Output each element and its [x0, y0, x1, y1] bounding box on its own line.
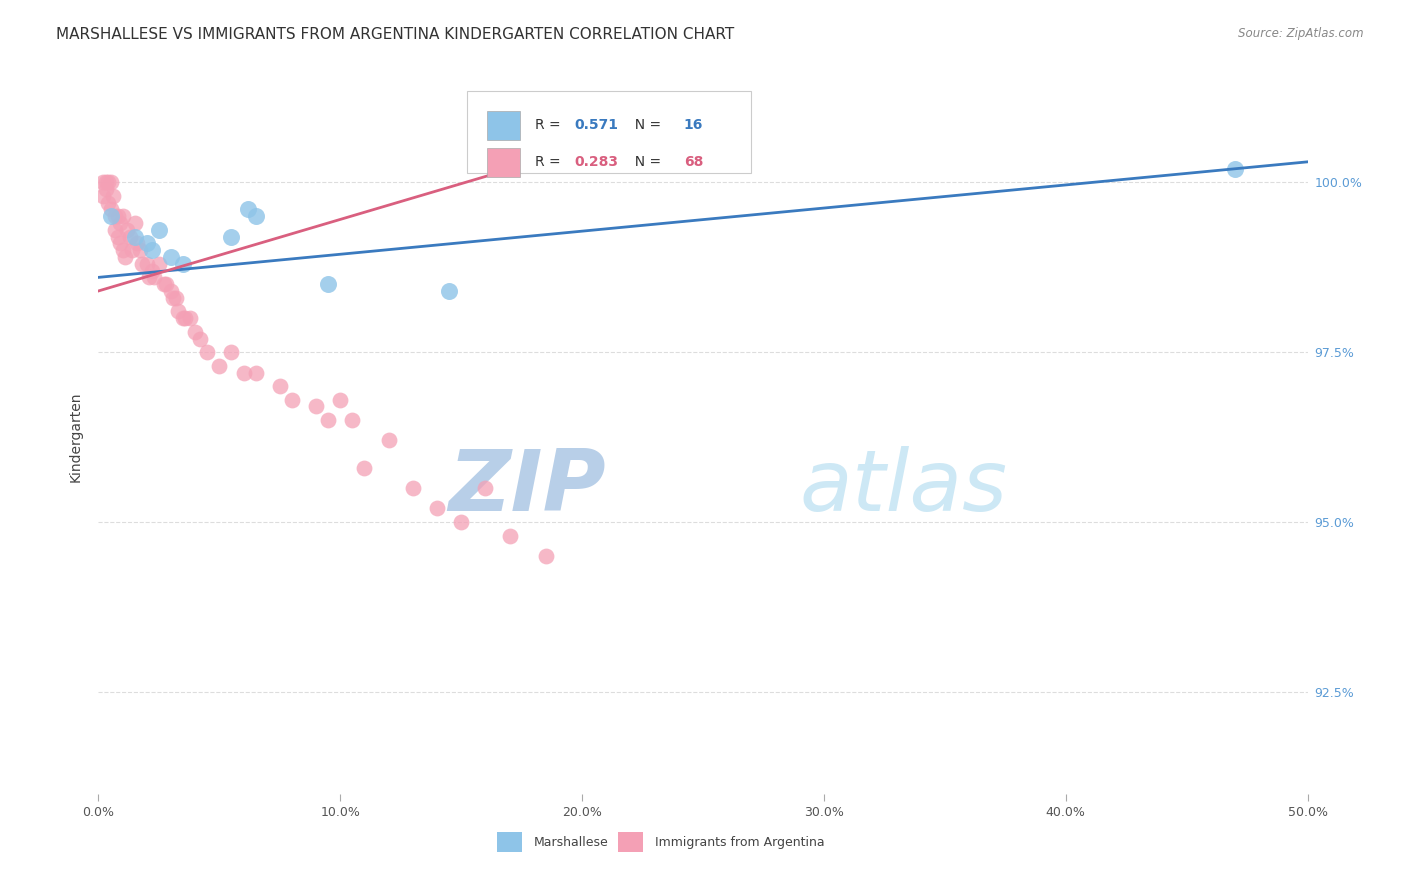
- Point: [100, 175, 122, 189]
- Point: [128, 243, 150, 257]
- Point: [208, 359, 231, 373]
- Point: [402, 481, 425, 495]
- Point: [162, 291, 184, 305]
- FancyBboxPatch shape: [498, 832, 522, 853]
- Point: [100, 202, 122, 217]
- Point: [94, 182, 117, 196]
- Text: MARSHALLESE VS IMMIGRANTS FROM ARGENTINA KINDERGARTEN CORRELATION CHART: MARSHALLESE VS IMMIGRANTS FROM ARGENTINA…: [56, 27, 734, 42]
- Point: [172, 311, 194, 326]
- Point: [152, 277, 174, 292]
- Text: 0.571: 0.571: [575, 119, 619, 132]
- Text: Marshallese: Marshallese: [534, 836, 609, 849]
- Point: [316, 413, 339, 427]
- Text: R =: R =: [534, 155, 565, 169]
- FancyBboxPatch shape: [486, 112, 520, 140]
- Point: [131, 257, 153, 271]
- Point: [195, 345, 218, 359]
- Point: [167, 304, 190, 318]
- Point: [124, 216, 146, 230]
- Y-axis label: Kindergarten: Kindergarten: [69, 392, 83, 483]
- Text: ZIP: ZIP: [449, 445, 606, 529]
- Point: [188, 332, 211, 346]
- Point: [141, 263, 163, 277]
- Point: [91, 175, 114, 189]
- FancyBboxPatch shape: [486, 148, 520, 177]
- Point: [232, 366, 254, 380]
- Point: [143, 270, 166, 285]
- Point: [107, 209, 129, 223]
- Point: [174, 311, 197, 326]
- Point: [117, 223, 139, 237]
- Point: [474, 481, 496, 495]
- Point: [498, 528, 520, 542]
- Point: [172, 257, 194, 271]
- Point: [305, 400, 328, 414]
- Point: [165, 291, 187, 305]
- Point: [127, 236, 149, 251]
- Point: [245, 209, 267, 223]
- Text: Immigrants from Argentina: Immigrants from Argentina: [655, 836, 824, 849]
- Text: Source: ZipAtlas.com: Source: ZipAtlas.com: [1239, 27, 1364, 40]
- Point: [97, 195, 120, 210]
- Point: [329, 392, 352, 407]
- Point: [148, 257, 170, 271]
- Point: [245, 366, 267, 380]
- Point: [118, 229, 141, 244]
- Point: [316, 277, 339, 292]
- Point: [94, 175, 117, 189]
- Point: [124, 229, 146, 244]
- Text: 0.283: 0.283: [575, 155, 619, 169]
- Text: 16: 16: [683, 119, 703, 132]
- Point: [534, 549, 557, 563]
- Point: [426, 501, 449, 516]
- Point: [138, 270, 160, 285]
- Point: [437, 284, 460, 298]
- Point: [160, 284, 183, 298]
- Point: [121, 243, 143, 257]
- Point: [342, 413, 364, 427]
- Text: atlas: atlas: [800, 445, 1008, 529]
- Point: [221, 229, 243, 244]
- Point: [221, 345, 243, 359]
- Point: [104, 209, 127, 223]
- FancyBboxPatch shape: [619, 832, 643, 853]
- Point: [353, 460, 375, 475]
- FancyBboxPatch shape: [467, 91, 751, 173]
- Point: [160, 250, 183, 264]
- Point: [111, 243, 134, 257]
- Point: [377, 434, 399, 448]
- Point: [1223, 161, 1246, 176]
- Point: [104, 223, 127, 237]
- Point: [184, 325, 207, 339]
- Point: [111, 209, 134, 223]
- Point: [135, 236, 157, 251]
- Point: [238, 202, 260, 217]
- Point: [179, 311, 201, 326]
- Point: [148, 223, 170, 237]
- Text: R =: R =: [534, 119, 565, 132]
- Point: [269, 379, 291, 393]
- Point: [155, 277, 177, 292]
- Point: [108, 236, 131, 251]
- Point: [141, 243, 163, 257]
- Text: 68: 68: [683, 155, 703, 169]
- Text: N =: N =: [626, 119, 665, 132]
- Point: [101, 189, 124, 203]
- Text: N =: N =: [626, 155, 665, 169]
- Point: [450, 515, 472, 529]
- Point: [281, 392, 304, 407]
- Point: [97, 175, 120, 189]
- Point: [135, 257, 157, 271]
- Point: [114, 250, 136, 264]
- Point: [107, 229, 129, 244]
- Point: [108, 216, 131, 230]
- Point: [91, 189, 114, 203]
- Point: [100, 209, 122, 223]
